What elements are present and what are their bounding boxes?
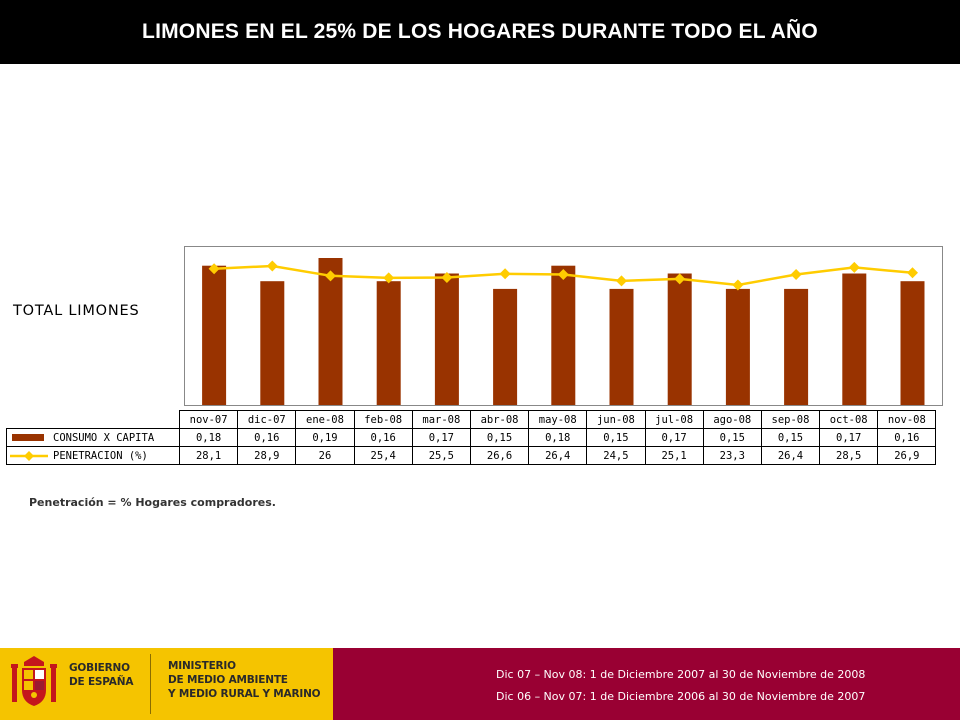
page-title: LIMONES EN EL 25% DE LOS HOGARES DURANTE… [142, 20, 818, 43]
marker-nov-08 [907, 267, 918, 279]
category-label: ago-08 [702, 410, 762, 429]
chart-svg [202, 258, 925, 405]
penetracion-value: 24,5 [586, 446, 646, 465]
period-note-1: Dic 07 – Nov 08: 1 de Diciembre 2007 al … [496, 668, 866, 681]
marker-jul-08 [674, 273, 686, 285]
category-label: abr-08 [469, 410, 530, 429]
category-label: jul-08 [644, 410, 704, 429]
penetracion-value: 25,5 [411, 446, 471, 465]
penetracion-value: 28,5 [819, 446, 879, 465]
consumo-value: 0,15 [702, 428, 762, 447]
category-label: jun-08 [586, 410, 646, 429]
legend-label-consumo: CONSUMO X CAPITA [53, 431, 155, 444]
legend-key-bar [12, 434, 44, 441]
marker-sep-08 [790, 268, 802, 280]
marker-mar-08 [441, 272, 453, 284]
category-label: ene-08 [295, 410, 355, 429]
penetracion-value: 28,1 [178, 446, 239, 465]
penetracion-value: 26 [295, 446, 355, 465]
penetracion-value: 25,1 [644, 446, 704, 465]
bar-oct-08 [842, 273, 867, 405]
bar-ago-08 [725, 288, 750, 405]
plot-area [184, 246, 943, 406]
category-label: mar-08 [411, 410, 471, 429]
consumo-value: 0,15 [586, 428, 646, 447]
category-label: dic-07 [237, 410, 297, 429]
bar-jun-08 [609, 288, 634, 405]
category-label: sep-08 [760, 410, 821, 429]
ministry-line-2: DE MEDIO AMBIENTE [168, 674, 288, 686]
footer-logo-panel: GOBIERNO DE ESPAÑA MINISTERIO DE MEDIO A… [0, 648, 333, 720]
penetracion-value: 26,4 [760, 446, 821, 465]
bar-jul-08 [667, 273, 692, 405]
header-bar: LIMONES EN EL 25% DE LOS HOGARES DURANTE… [0, 0, 960, 64]
consumo-value: 0,17 [819, 428, 879, 447]
gov-line-2: DE ESPAÑA [69, 676, 134, 688]
bar-nov-07 [202, 265, 227, 405]
penetracion-value: 28,9 [237, 446, 297, 465]
bar-sep-08 [784, 288, 809, 405]
data-table: nov-07 dic-07 ene-08 feb-08 mar-08 abr-08 may-… [6, 410, 937, 465]
marker-ene-08 [325, 270, 336, 282]
footnote: Penetración = % Hogares compradores. [29, 496, 276, 509]
ministry-line-1: MINISTERIO [168, 660, 236, 672]
consumo-value: 0,19 [295, 428, 355, 447]
consumo-value: 0,15 [469, 428, 530, 447]
consumo-value: 0,17 [644, 428, 704, 447]
bar-feb-08 [376, 281, 401, 405]
penetracion-value: 26,6 [469, 446, 530, 465]
bar-nov-08 [900, 281, 925, 405]
consumo-value: 0,15 [760, 428, 821, 447]
consumo-value: 0,16 [353, 428, 413, 447]
legend-penetracion: PENETRACION (%) [6, 446, 180, 465]
consumo-value: 0,16 [237, 428, 297, 447]
category-label: oct-08 [819, 410, 879, 429]
footer-divider [150, 654, 151, 714]
legend-label-penetracion: PENETRACION (%) [53, 449, 148, 462]
category-label: feb-08 [353, 410, 413, 429]
consumo-value: 0,18 [528, 428, 588, 447]
ministry-line-3: Y MEDIO RURAL Y MARINO [168, 688, 321, 700]
category-label: nov-08 [877, 410, 937, 429]
consumo-value: 0,17 [411, 428, 471, 447]
marker-dic-07 [266, 260, 278, 272]
marker-abr-08 [499, 268, 511, 280]
category-label: nov-07 [178, 410, 239, 429]
coat-of-arms-icon [11, 656, 57, 706]
table-corner [7, 411, 180, 429]
legend-consumo: CONSUMO X CAPITA [6, 428, 180, 447]
bar-abr-08 [493, 288, 518, 405]
marker-may-08 [557, 268, 569, 280]
series-row-penetracion: PENETRACION (%) 28,1 28,9 26 25,4 25,5 26,6 26… [6, 446, 937, 465]
legend-key-line [10, 451, 48, 461]
marker-oct-08 [848, 261, 860, 273]
gov-line-1: GOBIERNO [69, 662, 130, 674]
bar-mar-08 [434, 273, 459, 405]
category-row: nov-07 dic-07 ene-08 feb-08 mar-08 abr-08 may-… [7, 410, 937, 429]
consumo-value: 0,16 [877, 428, 937, 447]
bar-ene-08 [318, 258, 343, 405]
marker-nov-07 [208, 263, 220, 275]
consumo-value: 0,18 [178, 428, 239, 447]
penetracion-value: 23,3 [702, 446, 762, 465]
bar-dic-07 [260, 281, 285, 405]
period-note-2: Dic 06 – Nov 07: 1 de Diciembre 2006 al … [496, 690, 866, 703]
footer-notes-panel: Dic 07 – Nov 08: 1 de Diciembre 2007 al … [333, 648, 960, 720]
footer: GOBIERNO DE ESPAÑA MINISTERIO DE MEDIO A… [0, 648, 960, 720]
bar-may-08 [551, 265, 576, 405]
chart-label: TOTAL LIMONES [13, 303, 140, 319]
marker-jun-08 [616, 275, 627, 287]
penetracion-value: 26,4 [528, 446, 588, 465]
category-label: may-08 [528, 410, 588, 429]
marker-ago-08 [732, 279, 744, 291]
penetracion-value: 26,9 [877, 446, 937, 465]
marker-feb-08 [383, 272, 395, 284]
penetracion-value: 25,4 [353, 446, 413, 465]
series-row-consumo: CONSUMO X CAPITA 0,18 0,16 0,19 0,16 0,17 0,1… [6, 428, 937, 447]
